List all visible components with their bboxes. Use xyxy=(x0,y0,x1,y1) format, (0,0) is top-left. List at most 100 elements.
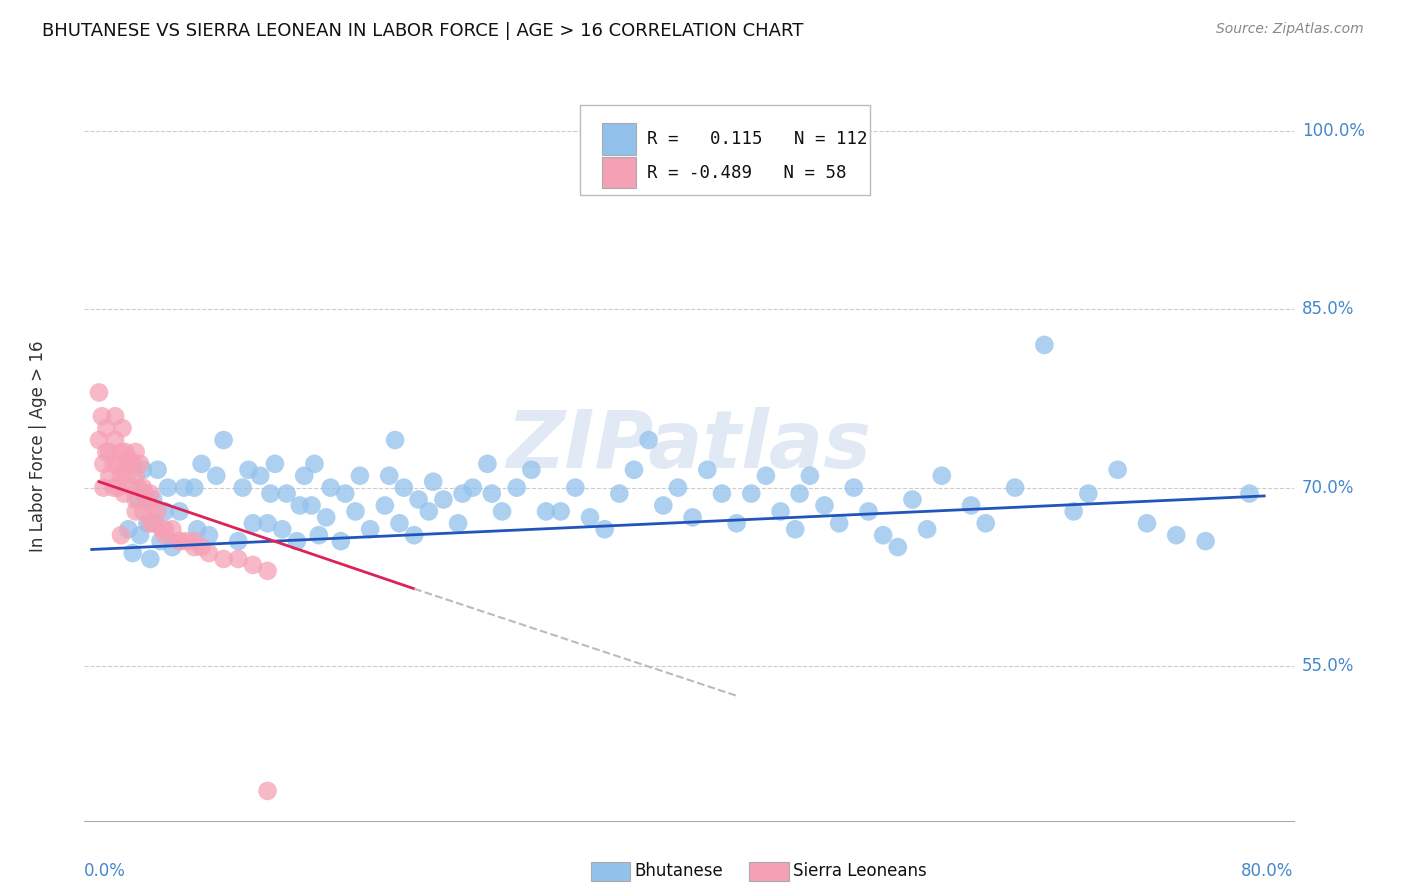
Point xyxy=(789,486,811,500)
Point xyxy=(110,528,132,542)
FancyBboxPatch shape xyxy=(602,123,636,154)
Point xyxy=(107,481,129,495)
Point xyxy=(242,558,264,572)
Point xyxy=(285,534,308,549)
Point xyxy=(186,522,208,536)
Point xyxy=(842,481,865,495)
FancyBboxPatch shape xyxy=(581,105,870,195)
Point xyxy=(256,784,278,798)
Point xyxy=(432,492,454,507)
Point xyxy=(226,534,249,549)
Point xyxy=(156,481,179,495)
Text: 70.0%: 70.0% xyxy=(1302,479,1354,497)
Point xyxy=(607,486,630,500)
Point xyxy=(98,468,121,483)
Point xyxy=(378,468,401,483)
Point xyxy=(344,504,367,518)
Point xyxy=(103,457,125,471)
Text: Bhutanese: Bhutanese xyxy=(634,863,723,880)
Point xyxy=(652,499,675,513)
Point xyxy=(271,522,294,536)
Point xyxy=(134,486,156,500)
Point xyxy=(142,492,165,507)
Point xyxy=(349,468,371,483)
Point xyxy=(682,510,704,524)
Point xyxy=(242,516,264,531)
Point xyxy=(128,481,150,495)
Point xyxy=(136,492,159,507)
Point xyxy=(112,463,135,477)
Point xyxy=(117,522,139,536)
Point xyxy=(153,528,176,542)
Point xyxy=(132,463,155,477)
Point xyxy=(593,522,616,536)
Point xyxy=(139,516,162,531)
Point xyxy=(238,463,260,477)
Point xyxy=(901,492,924,507)
Point xyxy=(226,552,249,566)
Point xyxy=(477,457,499,471)
Point xyxy=(183,481,205,495)
Point xyxy=(384,433,406,447)
Point xyxy=(104,409,127,424)
Point xyxy=(169,504,191,518)
Point xyxy=(623,463,645,477)
Point xyxy=(447,516,470,531)
Point xyxy=(915,522,938,536)
Point xyxy=(404,528,426,542)
Point xyxy=(1077,486,1099,500)
Point xyxy=(146,463,169,477)
Point xyxy=(388,516,411,531)
Point xyxy=(785,522,807,536)
Point xyxy=(190,540,212,554)
Point xyxy=(117,450,139,465)
Point xyxy=(329,534,352,549)
Point xyxy=(103,481,125,495)
Point xyxy=(1107,463,1129,477)
Text: In Labor Force | Age > 16: In Labor Force | Age > 16 xyxy=(30,340,48,552)
Point xyxy=(183,534,205,549)
Text: 0.0%: 0.0% xyxy=(84,862,127,880)
Point xyxy=(755,468,778,483)
Point xyxy=(93,457,115,471)
Point xyxy=(87,433,110,447)
Point xyxy=(205,468,228,483)
Point xyxy=(725,516,748,531)
Point xyxy=(960,499,983,513)
Point xyxy=(666,481,689,495)
Point xyxy=(198,546,221,560)
Point xyxy=(288,499,311,513)
Point xyxy=(153,522,176,536)
Point xyxy=(212,433,235,447)
Point xyxy=(315,510,337,524)
Point xyxy=(142,516,165,531)
Point xyxy=(259,486,281,500)
Point xyxy=(124,445,146,459)
Point xyxy=(276,486,298,500)
Point xyxy=(256,516,278,531)
Point xyxy=(813,499,835,513)
Text: 100.0%: 100.0% xyxy=(1302,122,1365,140)
Point xyxy=(520,463,543,477)
Point xyxy=(173,481,195,495)
Text: Sierra Leoneans: Sierra Leoneans xyxy=(793,863,927,880)
Point xyxy=(124,504,146,518)
FancyBboxPatch shape xyxy=(602,157,636,188)
Point xyxy=(422,475,444,489)
Point xyxy=(153,504,176,518)
Point xyxy=(120,481,142,495)
Point xyxy=(115,468,138,483)
Point xyxy=(256,564,278,578)
Point xyxy=(335,486,357,500)
Point xyxy=(212,552,235,566)
Point xyxy=(579,510,602,524)
Point xyxy=(139,499,162,513)
Text: 55.0%: 55.0% xyxy=(1302,657,1354,675)
Point xyxy=(491,504,513,518)
Point xyxy=(129,528,152,542)
Point xyxy=(128,492,150,507)
Point xyxy=(162,522,184,536)
Point xyxy=(110,445,132,459)
Point xyxy=(183,540,205,554)
Point xyxy=(264,457,287,471)
